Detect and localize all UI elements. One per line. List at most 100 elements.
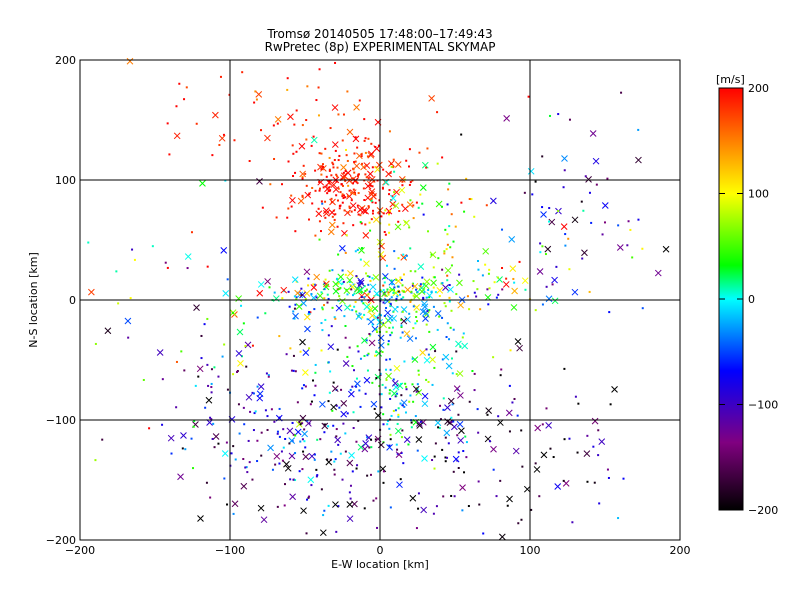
- data-point: [326, 458, 329, 461]
- data-point: [563, 438, 566, 441]
- data-point: [312, 379, 315, 382]
- data-point: [425, 348, 428, 351]
- data-point: [432, 286, 435, 289]
- data-point: [346, 159, 349, 162]
- data-point: [267, 374, 270, 377]
- data-point: [387, 343, 390, 346]
- data-point: [401, 289, 404, 292]
- data-point-cross: [502, 281, 510, 288]
- data-point: [299, 440, 302, 443]
- data-point: [367, 137, 370, 140]
- data-point-cross: [231, 500, 239, 508]
- data-point-cross: [545, 422, 552, 429]
- data-point-cross: [323, 210, 330, 217]
- data-point: [324, 278, 327, 281]
- data-point: [345, 148, 348, 151]
- data-point: [408, 183, 411, 186]
- data-point: [363, 139, 366, 142]
- data-point: [301, 195, 304, 198]
- data-point: [513, 397, 516, 400]
- data-point: [213, 446, 216, 449]
- data-point: [234, 458, 237, 461]
- data-point: [397, 257, 400, 260]
- data-point: [357, 192, 360, 195]
- data-point: [286, 216, 289, 219]
- data-point: [443, 302, 446, 305]
- data-point: [352, 188, 355, 191]
- data-point: [478, 503, 481, 506]
- data-point-cross: [303, 268, 311, 276]
- data-point-cross: [444, 267, 452, 274]
- data-point: [391, 195, 394, 198]
- data-point: [288, 305, 291, 308]
- data-point: [340, 388, 343, 391]
- data-point: [412, 204, 415, 207]
- data-point: [544, 253, 547, 256]
- data-point-cross: [443, 429, 451, 437]
- data-point-cross: [297, 197, 305, 205]
- data-point: [409, 247, 412, 250]
- data-point: [425, 296, 428, 299]
- data-point: [320, 167, 323, 170]
- data-point-cross: [400, 254, 408, 261]
- x-tick-label: −100: [215, 544, 245, 557]
- data-point-cross: [490, 197, 497, 205]
- data-point: [374, 354, 377, 357]
- data-point: [194, 384, 197, 387]
- data-point-cross: [283, 460, 290, 468]
- data-point-cross: [310, 284, 318, 291]
- data-point: [348, 207, 351, 210]
- data-point: [368, 290, 371, 293]
- x-tick-label: −200: [65, 544, 95, 557]
- data-point: [307, 218, 310, 221]
- data-point: [335, 404, 338, 407]
- colorbar-tick-label: 200: [748, 82, 769, 95]
- data-point-cross: [591, 417, 599, 425]
- data-point-cross: [346, 501, 354, 508]
- data-point: [372, 209, 375, 212]
- data-point: [551, 283, 554, 286]
- data-point: [500, 368, 503, 371]
- data-point-cross: [205, 396, 213, 404]
- data-point-cross: [533, 466, 541, 473]
- data-point-cross: [330, 403, 337, 411]
- data-point: [296, 401, 299, 404]
- data-point-cross: [498, 533, 506, 541]
- data-point-cross: [317, 163, 324, 171]
- data-point: [401, 331, 404, 334]
- data-point: [337, 159, 340, 162]
- data-point-cross: [302, 453, 310, 461]
- data-point: [471, 370, 474, 373]
- data-point: [127, 336, 130, 339]
- data-point-cross: [362, 232, 370, 239]
- data-point: [441, 316, 444, 319]
- data-point-cross: [353, 104, 360, 111]
- data-point: [388, 231, 391, 234]
- data-point: [356, 204, 359, 207]
- data-point: [488, 268, 491, 271]
- data-point: [433, 455, 436, 458]
- data-point: [278, 335, 281, 338]
- data-point-cross: [340, 410, 348, 418]
- data-point: [400, 394, 403, 397]
- data-point: [289, 478, 292, 481]
- data-point: [348, 280, 351, 283]
- data-point: [282, 428, 285, 431]
- data-point: [417, 373, 420, 376]
- data-point-cross: [212, 111, 219, 119]
- data-point-cross: [292, 312, 299, 320]
- data-point: [292, 369, 295, 372]
- data-point: [620, 91, 623, 94]
- data-point: [335, 180, 338, 183]
- data-point-cross: [419, 184, 427, 191]
- data-point: [388, 389, 391, 392]
- data-point-cross: [284, 464, 292, 472]
- data-point: [304, 385, 307, 388]
- data-point: [206, 363, 209, 366]
- data-point-cross: [560, 223, 568, 230]
- data-point: [318, 189, 321, 192]
- data-point: [115, 270, 118, 273]
- points-layer: [87, 57, 670, 541]
- data-point-cross: [298, 142, 306, 150]
- data-point-cross: [184, 253, 192, 260]
